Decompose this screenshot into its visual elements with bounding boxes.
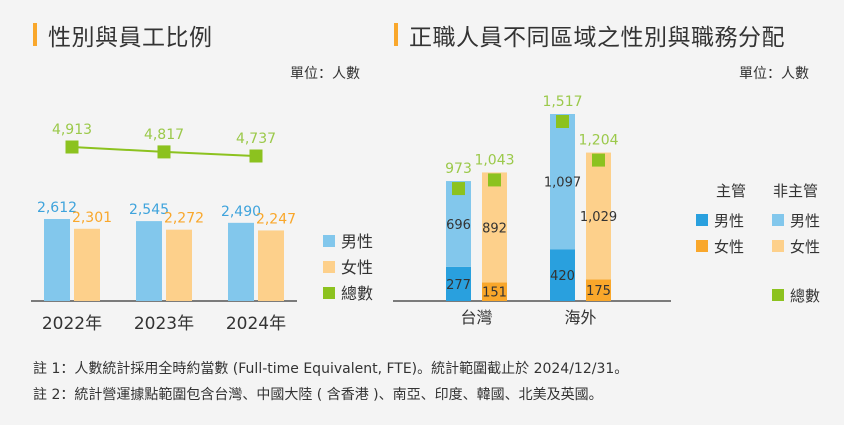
left-title-accent: [33, 23, 37, 46]
x-tick-label-0: 台灣: [460, 308, 492, 327]
label-male-2: 2,490: [221, 204, 261, 220]
legend-label-mgr-0: 男性: [714, 212, 744, 230]
legend-label-mgr-1: 女性: [714, 238, 744, 256]
legend-header-nonmgr: 非主管: [773, 182, 818, 200]
bar-male-nonmgr-0: [446, 181, 471, 267]
legend-label-1: 女性: [341, 258, 373, 277]
legend-swatch-nonmgr-0: [772, 214, 784, 226]
bar-female-2: [258, 230, 284, 301]
legend-swatch-2: [323, 287, 335, 299]
total-marker-male-0: [452, 182, 465, 196]
total-marker-0: [65, 140, 79, 154]
left-unit-label: 單位：人數: [290, 66, 360, 82]
label-male-0: 2,612: [37, 200, 77, 216]
bar-male-2: [228, 222, 254, 301]
bar-female-mgr-1: [586, 279, 611, 301]
x-tick-label-1: 2023年: [134, 314, 194, 334]
bar-female-mgr-0: [482, 282, 507, 301]
bar-female-nonmgr-0: [482, 172, 507, 283]
x-tick-label-2: 2024年: [226, 314, 286, 334]
legend-label-nonmgr-0: 男性: [790, 212, 820, 230]
right-unit-label: 單位：人數: [739, 66, 809, 82]
bar-female-0: [74, 228, 100, 301]
right-chart-title: 正職人員不同區域之性別與職務分配: [409, 25, 785, 51]
label-male-mgr-0: 277: [446, 278, 471, 293]
legend-label-0: 男性: [341, 232, 373, 251]
bar-male-1: [136, 221, 162, 301]
bar-female-nonmgr-1: [586, 152, 611, 280]
left-chart-title: 性別與員工比例: [48, 25, 213, 51]
right-title-accent: [394, 23, 398, 46]
label-male-1: 2,545: [129, 202, 169, 218]
total-label-male-0: 973: [445, 161, 472, 177]
label-female-mgr-1: 175: [586, 284, 611, 299]
total-label-0: 4,913: [52, 122, 92, 138]
legend-label-nonmgr-1: 女性: [790, 238, 820, 256]
label-female-2: 2,247: [256, 211, 296, 227]
total-label-female-0: 1,043: [474, 152, 514, 168]
bar-male-mgr-0: [446, 266, 471, 301]
legend-label-2: 總數: [341, 284, 373, 303]
legend-swatch-nonmgr-1: [772, 240, 784, 252]
label-female-nonmgr-0: 892: [482, 221, 507, 236]
legend-header-mgr: 主管: [716, 182, 746, 200]
footnote-1: 註 1：人數統計採用全時約當數 (Full-time Equivalent, F…: [33, 361, 629, 377]
total-marker-2: [249, 149, 263, 163]
label-female-mgr-0: 151: [482, 286, 507, 301]
x-tick-label-1: 海外: [564, 308, 596, 327]
total-label-male-1: 1,517: [542, 94, 582, 110]
label-female-nonmgr-1: 1,029: [580, 210, 617, 225]
bar-female-1: [166, 229, 192, 301]
legend-swatch-mgr-1: [696, 240, 708, 252]
footnote-2: 註 2：統計營運據點範圍包含台灣、中國大陸 ( 含香港 )、南亞、印度、韓國、北…: [33, 387, 603, 403]
total-marker-female-0: [488, 173, 501, 187]
total-label-female-1: 1,204: [578, 133, 618, 149]
legend-label-total: 總數: [790, 287, 820, 305]
legend-swatch-0: [323, 235, 335, 247]
bar-male-mgr-1: [550, 249, 575, 301]
total-label-2: 4,737: [236, 131, 276, 147]
total-marker-1: [157, 145, 171, 159]
x-tick-label-0: 2022年: [42, 314, 102, 334]
label-male-mgr-1: 420: [550, 269, 575, 284]
bar-male-0: [44, 219, 70, 301]
legend-swatch-mgr-0: [696, 214, 708, 226]
total-label-1: 4,817: [144, 127, 184, 143]
total-marker-female-1: [592, 153, 605, 167]
legend-swatch-total: [772, 289, 784, 301]
label-female-0: 2,301: [72, 210, 112, 226]
label-male-nonmgr-0: 696: [446, 218, 471, 233]
legend-swatch-1: [323, 261, 335, 273]
label-male-nonmgr-1: 1,097: [544, 176, 581, 191]
label-female-1: 2,272: [164, 211, 204, 227]
bar-male-nonmgr-1: [550, 114, 575, 250]
total-marker-male-1: [556, 115, 569, 128]
